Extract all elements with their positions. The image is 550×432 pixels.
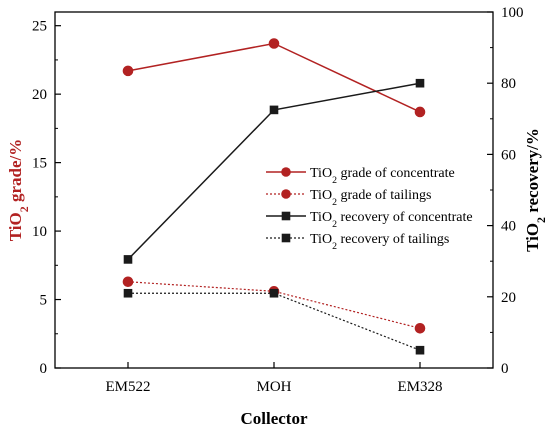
x-axis-title: Collector <box>240 409 307 428</box>
legend-label-2: TiO2 grade of tailings <box>310 188 431 208</box>
right-tick-label: 100 <box>501 5 524 21</box>
x-tick-label: MOH <box>256 379 291 395</box>
data-point <box>269 288 279 298</box>
left-axis-title: TiO2 grade/% <box>6 139 31 241</box>
legend-marker <box>281 189 291 199</box>
axes: 0 5 10 15 20 25 0 20 40 60 80 100 EM522 MOH EM328 <box>32 5 524 395</box>
left-tick-label: 10 <box>32 224 47 240</box>
right-tick-label: 20 <box>501 290 516 306</box>
series-line-1 <box>127 42 421 113</box>
left-tick-label: 20 <box>32 87 47 103</box>
series-group <box>122 38 426 355</box>
data-point <box>122 65 134 77</box>
right-tick-label: 80 <box>501 76 516 92</box>
data-point <box>269 105 279 115</box>
left-tick-label: 5 <box>40 293 48 309</box>
left-tick-label: 15 <box>32 156 47 172</box>
series-line-4 <box>128 292 421 351</box>
legend-label-4: TiO2 recovery of tailings <box>310 232 449 252</box>
data-point <box>123 255 133 264</box>
legend-label-1: TiO2 grade of concentrate <box>310 166 455 186</box>
right-tick-label: 40 <box>501 219 516 235</box>
legend-marker <box>281 211 291 221</box>
right-tick-label: 0 <box>501 361 509 377</box>
right-axis-title: TiO2 recovery/% <box>523 128 548 252</box>
axis-titles: Collector TiO2 grade/% TiO2 recovery/% <box>6 128 548 428</box>
x-tick-label: EM328 <box>398 379 443 395</box>
legend-label-3: TiO2 recovery of concentrate <box>310 210 473 230</box>
x-tick-label: EM522 <box>106 379 151 395</box>
data-point <box>123 288 133 298</box>
legend-marker <box>281 167 291 177</box>
data-point <box>122 276 134 288</box>
left-tick-label: 25 <box>32 19 47 35</box>
legend-marker <box>281 233 291 243</box>
data-point <box>414 106 426 118</box>
data-point <box>415 345 425 355</box>
series-line-2 <box>127 281 421 329</box>
data-point <box>415 78 425 88</box>
right-tick-label: 60 <box>501 147 516 163</box>
left-tick-label: 0 <box>40 361 48 377</box>
data-point <box>268 38 280 49</box>
data-point <box>414 322 426 334</box>
